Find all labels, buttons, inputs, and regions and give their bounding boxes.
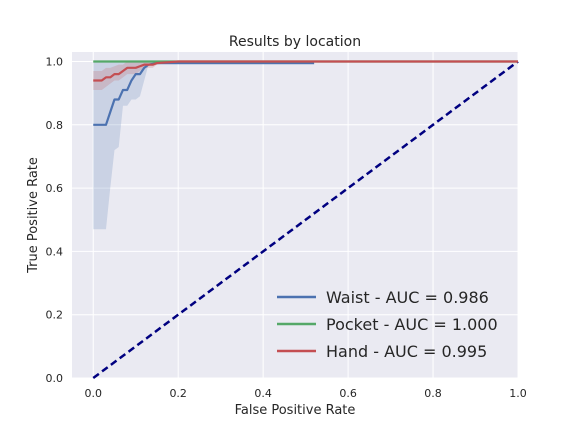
confidence-band-0 — [93, 61, 315, 230]
legend-label-2: Hand - AUC = 0.995 — [326, 342, 487, 361]
y-tick-label: 0.2 — [46, 309, 64, 322]
x-tick-label: 0.2 — [169, 387, 187, 400]
confidence-band-2 — [93, 61, 518, 90]
legend: Waist - AUC = 0.986 Pocket - AUC = 1.000 H… — [277, 288, 498, 361]
x-axis-label: False Positive Rate — [235, 403, 356, 418]
y-axis-label: True Positive Rate — [26, 157, 41, 274]
y-tick-label: 0.0 — [46, 372, 64, 385]
confidence-bands — [93, 61, 518, 230]
reference-line-layer — [92, 60, 519, 380]
x-tick-label: 1.0 — [509, 387, 527, 400]
x-tick-labels: 0.0 0.2 0.4 0.6 0.8 1.0 — [84, 387, 526, 400]
y-tick-label: 1.0 — [46, 55, 64, 68]
y-tick-label: 0.6 — [46, 182, 64, 195]
chance-diagonal-line — [92, 60, 519, 380]
x-tick-label: 0.6 — [339, 387, 357, 400]
x-tick-label: 0.0 — [84, 387, 102, 400]
legend-label-0: Waist - AUC = 0.986 — [326, 288, 489, 307]
chart-title: Results by location — [229, 34, 361, 50]
y-tick-labels: 0.0 0.2 0.4 0.6 0.8 1.0 — [46, 55, 64, 385]
y-tick-label: 0.8 — [46, 119, 64, 132]
grid-lines — [72, 52, 519, 379]
x-tick-label: 0.8 — [424, 387, 442, 400]
x-tick-label: 0.4 — [254, 387, 272, 400]
series-line-2 — [93, 60, 518, 82]
y-tick-label: 0.4 — [46, 245, 64, 258]
series-lines — [93, 60, 518, 126]
legend-label-1: Pocket - AUC = 1.000 — [326, 315, 498, 334]
